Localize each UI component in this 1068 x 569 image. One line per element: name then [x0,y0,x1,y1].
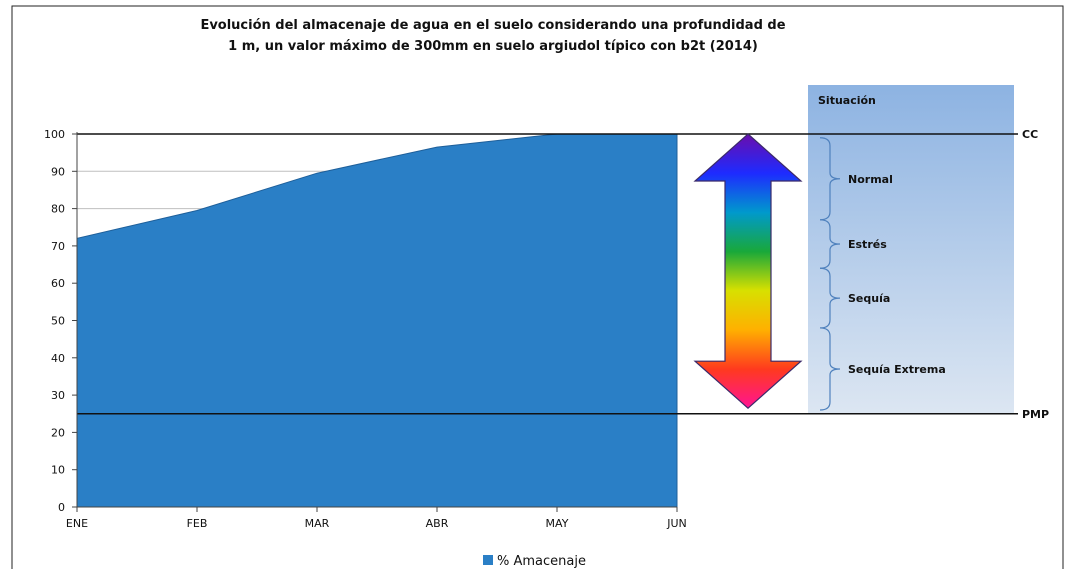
area-series [76,133,678,508]
y-tick-label: 100 [44,128,65,141]
zone-brace [819,327,841,411]
zone-brace [819,267,841,329]
y-tick-label: 90 [51,165,65,178]
double-arrow-icon [693,133,803,410]
reference-line-label: CC [1022,128,1038,141]
y-tick-label: 30 [51,389,65,402]
x-tick-label: FEB [187,517,208,530]
zone-label: Normal [848,173,893,186]
zone-brace [819,219,841,269]
arrow-layer [693,133,803,410]
chart-title: Evolución del almacenaje de agua en el s… [200,18,785,33]
zone-label: Sequía [848,292,890,305]
y-tick-label: 20 [51,426,65,439]
situation-panel [808,85,1014,413]
legend-swatch [483,555,493,565]
y-tick-label: 40 [51,352,65,365]
refline-layer: CC PMP [77,128,1049,421]
zone-brace [819,137,841,221]
y-tick-label: 70 [51,240,65,253]
x-tick-label: MAY [546,517,569,530]
x-tick-label: JUN [666,517,687,530]
legend: % Amacenaje [483,554,586,569]
y-tick-label: 50 [51,315,65,328]
axis-layer: 0 10 20 30 40 50 60 70 80 90 100 ENE FEB MAR ABR MAY JUN [44,128,687,530]
x-tick-label: ABR [426,517,449,530]
x-tick-label: MAR [305,517,330,530]
zone-label: Sequía Extrema [848,363,946,376]
x-tick-label: ENE [66,517,88,530]
chart-frame [11,5,1064,569]
zone-layer: Normal Estrés Sequía Sequía Extrema [819,137,946,411]
zone-label: Estrés [848,238,887,251]
y-tick-label: 80 [51,203,65,216]
area-layer [76,133,678,508]
reference-line-label: PMP [1022,408,1049,421]
legend-label: % Amacenaje [497,554,586,569]
chart-subtitle: 1 m, un valor máximo de 300mm en suelo a… [228,39,758,54]
y-tick-label: 10 [51,464,65,477]
situation-header: Situación [818,94,876,107]
y-tick-label: 0 [58,501,65,514]
y-tick-label: 60 [51,277,65,290]
